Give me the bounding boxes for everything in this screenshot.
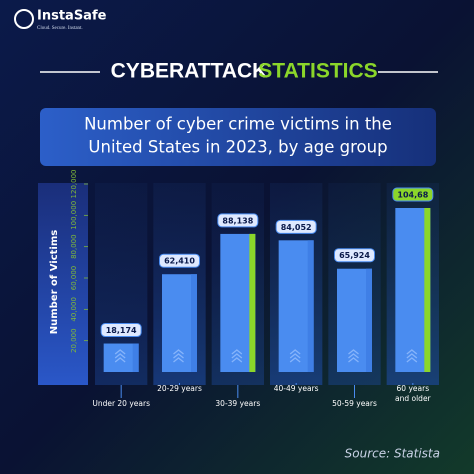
bar-accent [249,233,256,372]
chevron [173,357,184,363]
title-highlight: STATISTICS [258,60,377,83]
y-axis-label: Number of Victims [49,230,60,335]
chevron [289,357,301,363]
value-label: 84,052 [281,223,312,232]
chevron [231,353,243,359]
y-tick-label: 120,000 [70,170,78,199]
chevron [406,357,418,363]
subtitle-line: Number of cyber crime victims in the [84,115,392,134]
value-label-box [217,213,259,228]
value-label-box [159,253,200,268]
chevron [289,353,301,359]
chevron [173,353,184,359]
bar-accent [366,268,372,372]
y-tick-label: 60,000 [70,266,78,291]
axis-panel [38,183,88,385]
source: Source: Statista [345,447,440,461]
title: CYBERATTACK [111,60,268,83]
chevron [173,349,184,355]
value-label-box [275,219,317,234]
x-tick-label: 50-59 years [332,399,377,408]
value-label-box [100,323,142,338]
chevron [348,357,359,363]
value-label-box [334,248,375,263]
x-tick-label: 30-39 years [215,399,260,408]
chevron [406,349,418,355]
y-tick-label: 20,000 [70,328,78,353]
chevron [231,349,243,355]
chevron [114,357,126,363]
value-label: 18,174 [106,326,137,335]
x-tick-label: 40-49 years [274,384,319,393]
chevron [231,357,243,363]
x-tick-label: 20-29 years [157,384,202,393]
chevron [114,353,126,359]
chevron [348,353,359,359]
chevron [289,349,301,355]
y-tick-label: 40,000 [70,297,78,322]
y-tick-label: 80,000 [70,234,78,259]
logo-name: InstaSafe [37,9,107,24]
bar-accent [424,208,431,372]
y-tick-label: 100,000 [70,201,78,230]
bar-accent [132,343,139,372]
bar-accent [191,274,197,372]
chevron [114,349,126,355]
logo-tagline: Cloud. Secure. Instant. [37,26,83,31]
value-label: 65,924 [339,251,370,260]
value-label: 62,410 [164,257,195,266]
x-tick-label: Under 20 years [92,399,150,408]
bar-accent [307,240,314,372]
logo-icon [14,9,34,29]
value-label: 104,68 [397,191,428,200]
x-tick-label: 60 years and older [395,384,432,403]
chevron [406,353,418,359]
chevron [348,349,359,355]
subtitle-box [40,108,436,166]
subtitle-line: United States in 2023, by age group [88,138,387,157]
value-label: 88,138 [222,216,253,225]
value-label-box [392,187,434,202]
